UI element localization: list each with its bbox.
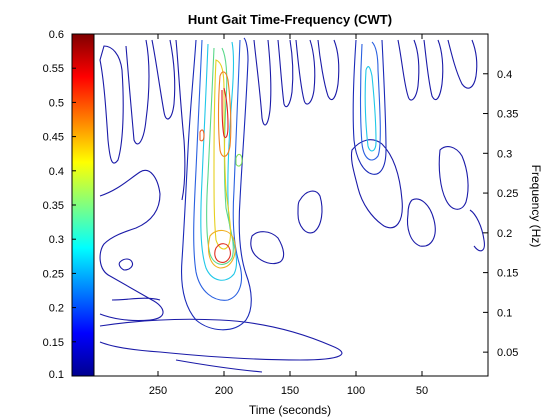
x-tick-label: 50	[416, 385, 428, 397]
contour-right-ridge	[352, 39, 387, 175]
colorbar-ticks: 0.6 0.55 0.5 0.45 0.4 0.35 0.3 0.25 0.2 0.15 0.1	[43, 29, 76, 381]
x-tick-label: 100	[347, 385, 365, 397]
contour-envelope	[99, 170, 164, 322]
colorbar-tick-label: 0.2	[49, 303, 64, 315]
y-tick-label: 0.35	[497, 109, 518, 121]
colorbar-tick-label: 0.55	[43, 63, 64, 75]
plot-area	[91, 33, 489, 377]
colorbar-tick-label: 0.1	[49, 369, 64, 381]
y-axis: 0.4 0.35 0.3 0.25 0.2 0.15 0.1 0.05	[483, 69, 518, 359]
colorbar-tick-label: 0.6	[49, 29, 64, 41]
colorbar-tick-label: 0.3	[49, 234, 64, 246]
y-tick-label: 0.3	[497, 148, 512, 160]
colorbar-tick-label: 0.15	[43, 337, 64, 349]
x-axis: 250 200 150 100 50	[149, 34, 428, 397]
colorbar-tick-label: 0.45	[43, 132, 64, 144]
colorbar-tick-label: 0.35	[43, 200, 64, 212]
y-tick-label: 0.4	[497, 69, 512, 81]
contour-lines	[99, 37, 485, 373]
x-axis-label: Time (seconds)	[249, 403, 331, 417]
y-tick-label: 0.15	[497, 268, 518, 280]
colorbar-tick-label: 0.4	[49, 166, 64, 178]
y-tick-label: 0.05	[497, 347, 518, 359]
y-tick-label: 0.25	[497, 188, 518, 200]
chart-title: Hunt Gait Time-Frequency (CWT)	[188, 12, 392, 27]
y-tick-label: 0.2	[497, 228, 512, 240]
x-tick-label: 250	[149, 385, 167, 397]
y-axis-label: Frequency (Hz)	[529, 165, 543, 248]
y-tick-label: 0.1	[497, 307, 512, 319]
colorbar-tick-label: 0.25	[43, 268, 64, 280]
x-tick-label: 200	[215, 385, 233, 397]
contour-secondary-peak	[214, 243, 231, 263]
colorbar-tick-label: 0.5	[49, 97, 64, 109]
contour-main-ridge	[181, 37, 252, 331]
x-tick-label: 150	[281, 385, 299, 397]
